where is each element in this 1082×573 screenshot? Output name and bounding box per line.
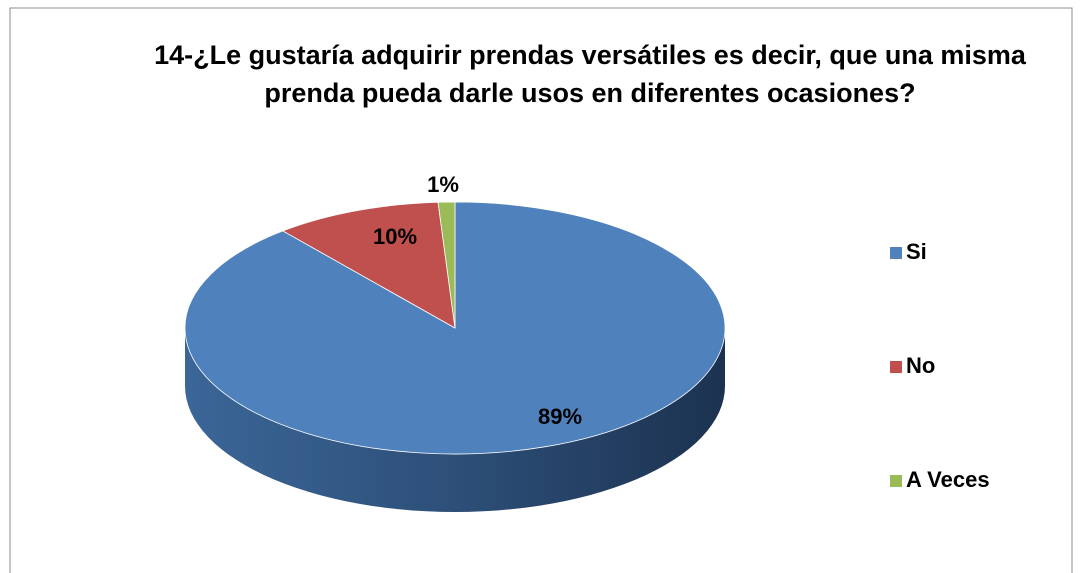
legend-label: No xyxy=(906,353,935,378)
slice-side xyxy=(185,328,725,512)
slice xyxy=(281,201,456,329)
legend-label: A Veces xyxy=(906,467,990,492)
legend-label: Si xyxy=(906,239,927,264)
chart-frame xyxy=(9,7,1073,573)
slice xyxy=(437,201,456,329)
legend: Si No A Veces xyxy=(890,239,990,492)
pie: 89% 10% 1% xyxy=(184,172,726,512)
data-label: 89% xyxy=(538,404,582,429)
chart-title: 14-¿Le gustaría adquirir prendas versáti… xyxy=(154,40,1026,108)
legend-swatch xyxy=(890,475,902,487)
legend-swatch xyxy=(890,247,902,259)
data-label: 1% xyxy=(427,172,459,197)
data-label: 10% xyxy=(373,224,417,249)
legend-swatch xyxy=(890,361,902,373)
